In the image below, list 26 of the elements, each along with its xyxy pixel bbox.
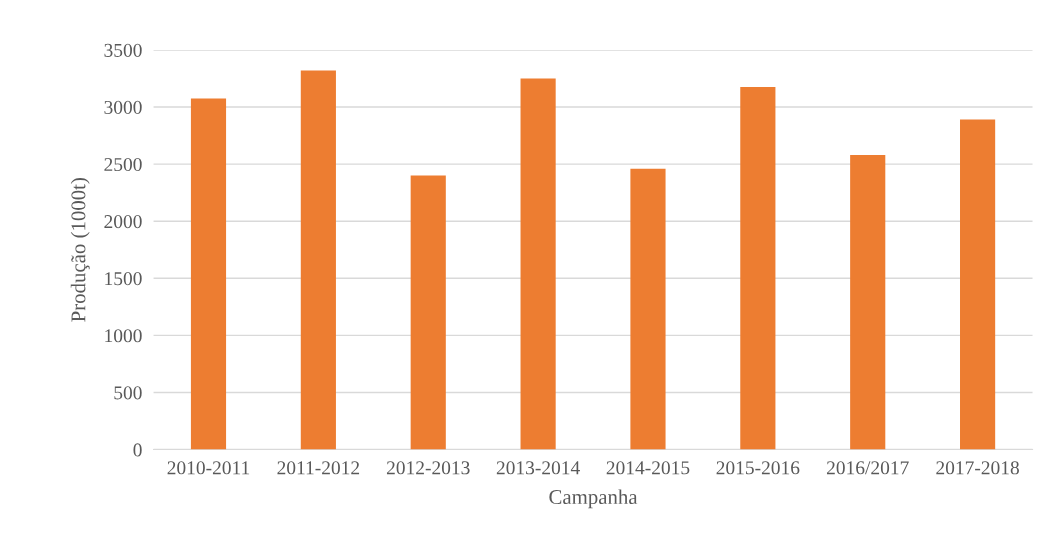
y-tick-label: 2500: [104, 157, 142, 172]
bar: [850, 154, 886, 450]
x-tick-label: 2015-2016: [716, 461, 800, 475]
y-tick-label: 1500: [105, 272, 142, 286]
x-tick-label: 2010-2011: [167, 461, 250, 475]
bar: [740, 87, 776, 450]
y-tick-label: 0: [133, 443, 142, 457]
y-tick-label: 500: [114, 386, 142, 400]
bar: [630, 168, 666, 450]
y-tick-label: 3000: [104, 100, 142, 114]
y-axis-title: Produção (1000t): [70, 178, 90, 322]
x-tick-label: 2012-2013: [386, 461, 470, 475]
x-tick-label: 2016/2017: [826, 461, 909, 475]
x-axis-title: Campanha: [549, 489, 638, 509]
x-tick-label: 2017-2018: [936, 461, 1019, 475]
y-tick-label: 3500: [104, 43, 142, 57]
bar: [960, 119, 996, 450]
bar: [520, 78, 556, 450]
y-tick-label: 1000: [105, 329, 142, 343]
bar: [190, 98, 227, 450]
bar: [410, 175, 446, 450]
x-tick-label: 2014-2015: [606, 461, 690, 475]
x-tick-label: 2013-2014: [496, 461, 580, 475]
bar: [300, 70, 336, 450]
y-tick-label: 2000: [104, 215, 142, 229]
x-tick-label: 2011-2012: [277, 461, 360, 475]
